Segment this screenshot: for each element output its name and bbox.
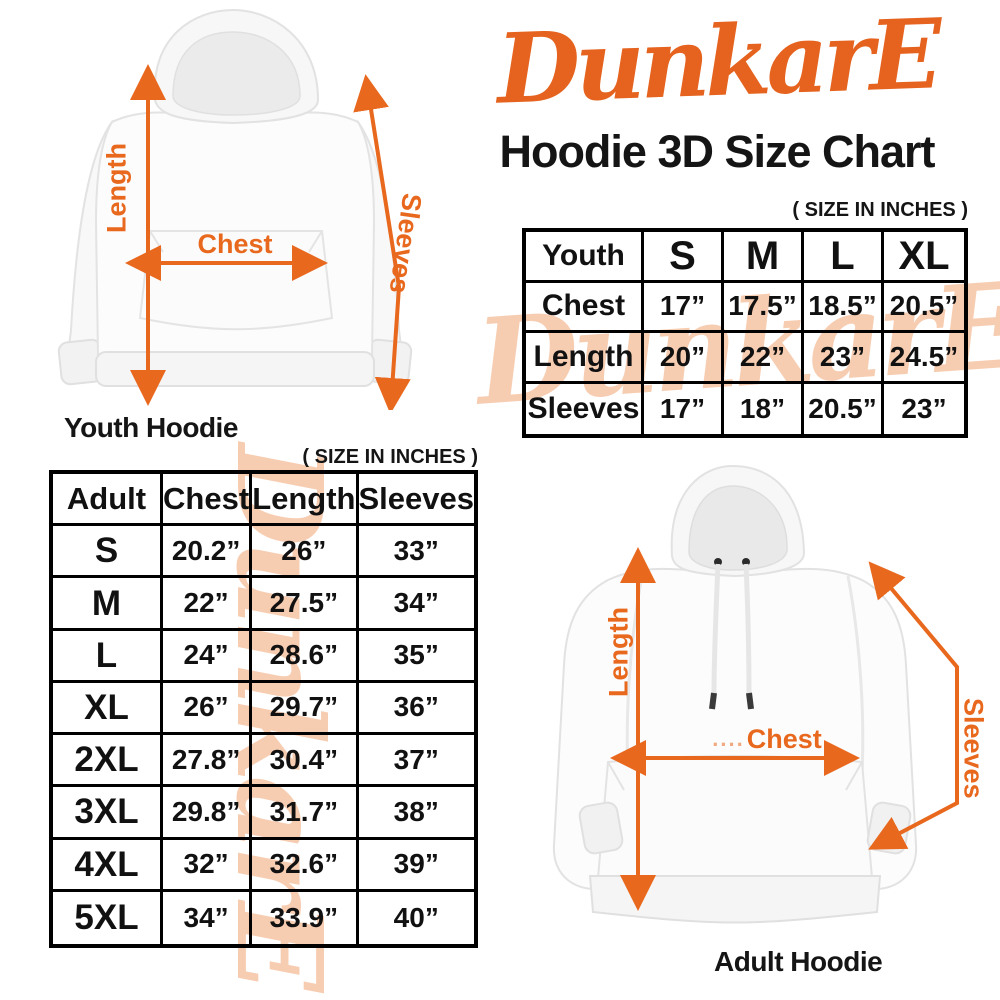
youth-row-chest-label: Chest (526, 282, 644, 333)
adult-length-dimension-label: Length (603, 607, 634, 697)
adult-hoodie-figure (490, 460, 1000, 960)
adult-hoodie-caption: Adult Hoodie (714, 946, 883, 977)
youth-hoodie-illustration (57, 8, 413, 410)
adult-s-sleeves: 33” (358, 526, 474, 579)
youth-length-m: 22” (724, 333, 804, 384)
adult-4xl-chest: 32” (163, 839, 253, 892)
adult-size-l: L (53, 630, 163, 683)
adult-size-5xl: 5XL (53, 891, 163, 944)
youth-hoodie-figure (0, 0, 470, 410)
youth-size-table: Youth S M L XL Chest 17” 17.5” 18.5” 20.… (522, 228, 968, 438)
size-in-inches-note-youth: ( SIZE IN INCHES ) (792, 199, 968, 221)
adult-size-2xl: 2XL (53, 735, 163, 788)
adult-sleeves-arrow (868, 561, 959, 850)
adult-4xl-length: 32.6” (252, 839, 359, 892)
youth-length-dimension-label: Length (101, 143, 132, 233)
adult-l-chest: 24” (163, 630, 253, 683)
youth-col-s: S (644, 232, 724, 283)
adult-3xl-sleeves: 38” (358, 787, 474, 840)
adult-size-table: Adult Chest Length Sleeves S 20.2” 26” 3… (49, 470, 478, 948)
adult-xl-sleeves: 36” (358, 683, 474, 736)
youth-chest-dimension-label: Chest (197, 228, 273, 259)
adult-size-s: S (53, 526, 163, 579)
youth-chest-s: 17” (644, 282, 724, 333)
youth-chest-xl: 20.5” (884, 283, 964, 333)
youth-sleeves-s: 17” (644, 383, 724, 434)
adult-m-sleeves: 34” (358, 578, 474, 631)
youth-sleeves-xl: 23” (901, 392, 947, 424)
size-in-inches-note-adult: ( SIZE IN INCHES ) (302, 446, 478, 468)
adult-size-4xl: 4XL (53, 839, 163, 892)
adult-2xl-length: 30.4” (252, 735, 359, 788)
adult-xl-length: 29.7” (252, 682, 359, 736)
adult-2xl-chest: 27.8” (163, 735, 253, 788)
youth-sleeves-l: 20.5” (804, 383, 884, 434)
adult-s-length: 26” (252, 526, 359, 579)
adult-size-xl: XL (53, 682, 163, 736)
adult-m-chest: 22” (163, 578, 253, 631)
adult-3xl-length: 31.7” (252, 787, 359, 840)
adult-l-sleeves: 35” (358, 631, 474, 683)
page-title: Hoodie 3D Size Chart (499, 126, 935, 177)
youth-chest-l: 18.5” (804, 282, 884, 333)
adult-hoodie-illustration (552, 464, 959, 924)
youth-sleeves-m: 18” (724, 383, 804, 434)
adult-header-chest: Chest (163, 474, 253, 527)
adult-chest-dimension-text: Chest (746, 723, 822, 754)
youth-hoodie-caption: Youth Hoodie (64, 412, 238, 443)
adult-size-3xl: 3XL (53, 787, 163, 840)
adult-chest-dimension-label: .... Chest (692, 722, 842, 756)
adult-m-length: 27.5” (252, 578, 359, 631)
adult-2xl-sleeves: 37” (358, 735, 474, 788)
adult-3xl-chest: 29.8” (163, 787, 253, 840)
adult-size-m: M (53, 578, 163, 631)
youth-col-l: L (804, 232, 884, 283)
youth-table-corner-cell: Youth (526, 232, 644, 283)
youth-length-l: 23” (804, 333, 884, 384)
youth-length-s: 20” (644, 333, 724, 384)
youth-sleeves-dimension-text: Sleeves (383, 191, 428, 295)
adult-xl-chest: 26” (163, 682, 253, 736)
youth-sleeves-arrow (353, 74, 411, 410)
youth-col-xl: XL (884, 232, 964, 283)
adult-header-adult: Adult (53, 474, 163, 527)
adult-l-length: 28.6” (252, 630, 359, 683)
youth-row-sleeves-label: Sleeves (526, 383, 644, 434)
adult-5xl-chest: 34” (163, 891, 253, 944)
adult-sleeves-dimension-label: Sleeves (958, 697, 989, 799)
youth-chest-m: 17.5” (724, 282, 804, 333)
adult-5xl-length: 33.9” (252, 891, 359, 944)
youth-row-length-label: Length (526, 333, 644, 384)
adult-s-chest: 20.2” (163, 526, 253, 579)
adult-chest-stitch-dots: .... (712, 726, 745, 751)
adult-5xl-sleeves: 40” (393, 901, 439, 933)
youth-length-xl: 24.5” (884, 333, 964, 384)
brand-logo: DunkarE (495, 0, 939, 126)
adult-4xl-sleeves: 39” (358, 840, 474, 892)
youth-col-m: M (724, 232, 804, 283)
adult-header-length: Length (252, 474, 359, 527)
adult-header-sleeves: Sleeves (358, 474, 474, 527)
